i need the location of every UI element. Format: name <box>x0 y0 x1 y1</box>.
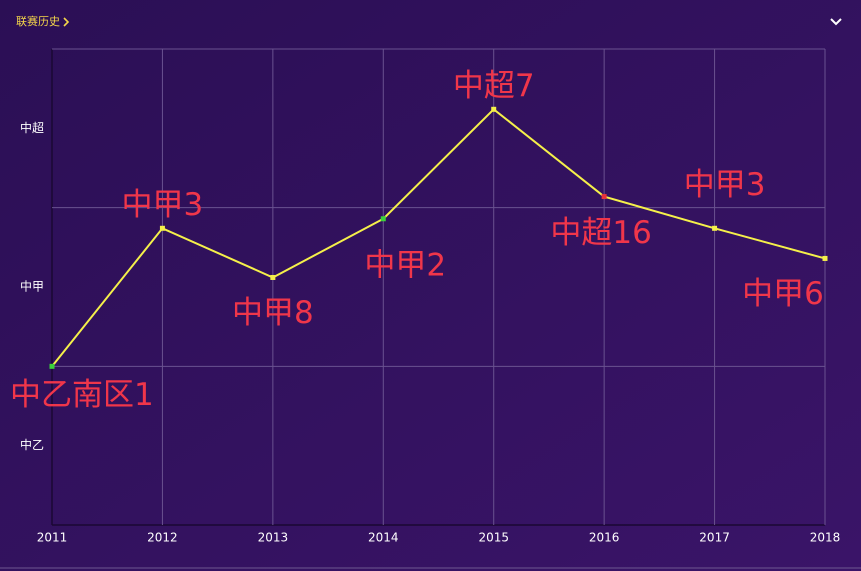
x-tick-label: 2018 <box>810 531 841 545</box>
x-tick-label: 2011 <box>37 531 68 545</box>
x-tick-label: 2015 <box>478 531 509 545</box>
point <box>712 225 718 231</box>
y-tick-label: 中超 <box>20 120 44 135</box>
x-tick-label: 2017 <box>699 531 730 545</box>
point <box>270 274 276 280</box>
point-label: 中超16 <box>550 215 651 251</box>
point <box>822 255 828 261</box>
point <box>491 106 497 112</box>
point <box>159 225 165 231</box>
point-label: 中甲3 <box>684 167 766 203</box>
y-tick-label: 中乙 <box>20 437 44 452</box>
point-label: 中乙南区1 <box>10 377 154 413</box>
x-tick-label: 2012 <box>147 531 178 545</box>
x-tick-label: 2016 <box>589 531 620 545</box>
point-label: 中超7 <box>453 68 535 104</box>
point <box>601 194 607 200</box>
header-title[interactable]: 联赛历史 <box>16 14 60 28</box>
x-tick-label: 2013 <box>258 531 289 545</box>
point-label: 中甲8 <box>232 295 314 331</box>
point-label: 中甲2 <box>364 247 446 283</box>
header-arrow[interactable] <box>63 17 70 27</box>
point <box>49 363 55 369</box>
point <box>380 216 386 222</box>
point-label: 中甲6 <box>742 276 824 312</box>
x-tick-label: 2014 <box>368 531 399 545</box>
y-tick-label: 中甲 <box>20 279 44 294</box>
line <box>51 107 826 367</box>
collapse-chevron[interactable] <box>830 18 842 26</box>
point-label: 中甲3 <box>122 187 204 223</box>
